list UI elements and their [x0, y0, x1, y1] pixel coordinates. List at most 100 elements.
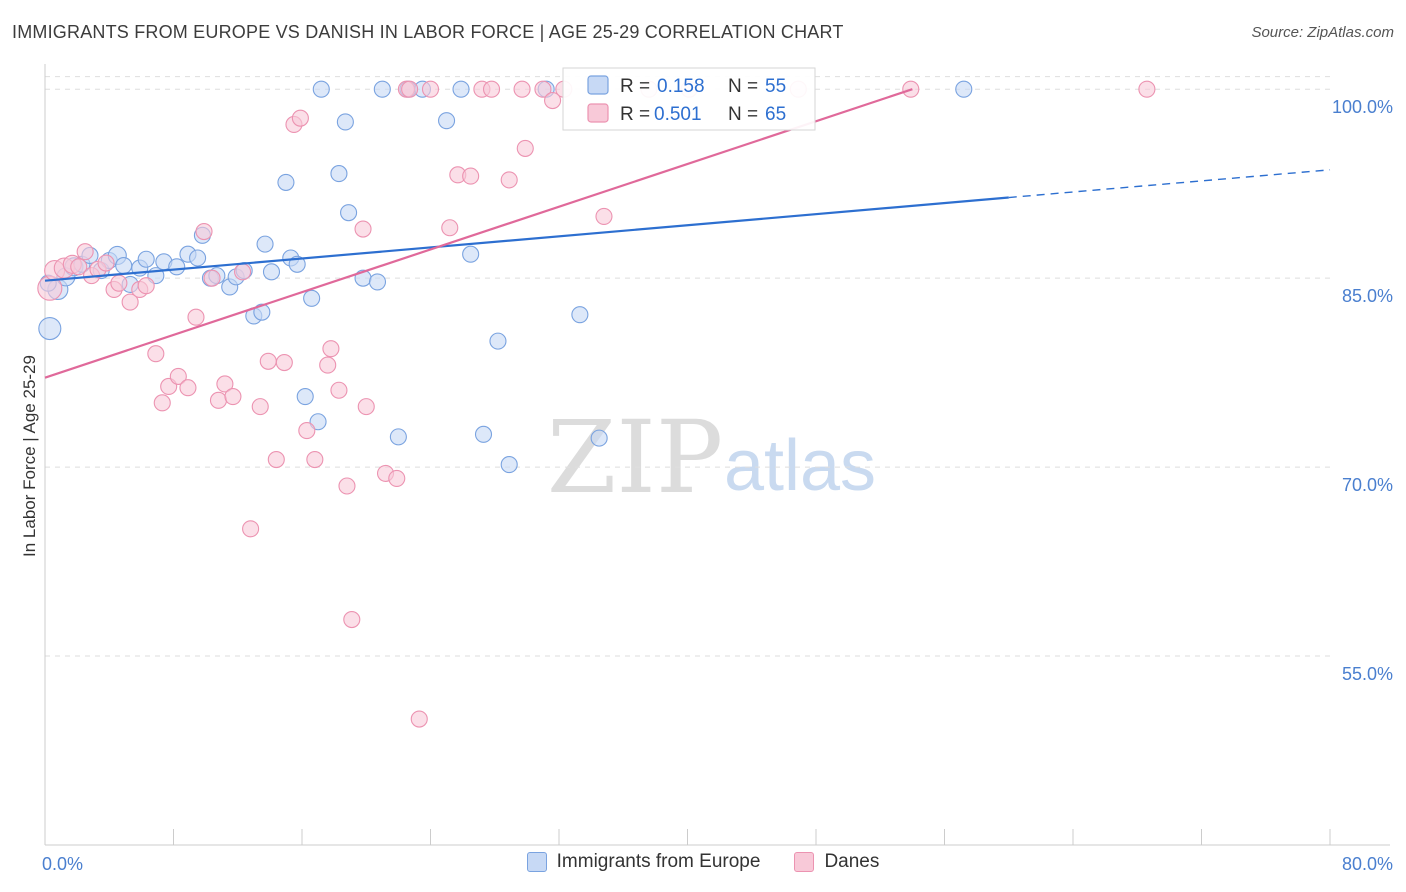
europe-point-52 [590, 429, 608, 447]
europe-point-47 [474, 425, 493, 443]
danes-point-54 [516, 139, 534, 157]
europe-point-49 [500, 456, 518, 474]
europe-point-44 [438, 112, 456, 130]
danes-point-41 [357, 398, 375, 416]
europe-point-37 [340, 204, 358, 222]
danes-trend-line [44, 88, 913, 379]
danes-point-43 [388, 469, 406, 487]
danes-point-25 [234, 263, 252, 281]
europe-point-53 [955, 80, 973, 98]
danes-point-14 [147, 345, 165, 363]
legend-swatch-danes [587, 103, 609, 123]
bottom-legend: Immigrants from Europe Danes [0, 851, 1406, 873]
x-tick-label-max: 80.0% [1342, 854, 1393, 874]
axes [44, 64, 1390, 846]
danes-point-8 [97, 254, 115, 272]
danes-point-52 [500, 171, 518, 189]
legend-swatch-bottom-europe [526, 852, 547, 872]
danes-point-64 [401, 80, 419, 98]
legend-swatch-europe [587, 75, 609, 95]
danes-point-47 [441, 219, 459, 237]
y-tick-label-85: 85.0% [1342, 286, 1393, 306]
europe-point-51 [571, 306, 589, 324]
danes-point-28 [259, 352, 277, 370]
y-tick-label-55: 55.0% [1342, 664, 1393, 684]
danes-point-38 [338, 477, 356, 495]
danes-point-19 [187, 308, 205, 326]
legend-n-value-danes: 65 [765, 104, 786, 125]
legend-r-label-europe: R = [620, 76, 650, 97]
danes-point-40 [354, 220, 372, 238]
danes-point-32 [291, 109, 309, 127]
danes-point-55 [534, 80, 552, 98]
chart-source: Source: ZipAtlas.com [1251, 24, 1394, 41]
danes-point-26 [242, 520, 260, 538]
legend-label-europe: Immigrants from Europe [556, 851, 761, 872]
danes-point-24 [224, 388, 242, 406]
danes-point-17 [169, 367, 187, 385]
legend-item-danes[interactable]: Danes [794, 851, 879, 873]
europe-point-25 [253, 303, 271, 321]
danes-point-13 [137, 277, 155, 295]
legend-item-europe[interactable]: Immigrants from Europe [526, 851, 761, 873]
europe-point-26 [256, 235, 274, 253]
legend-n-value-europe: 55 [765, 76, 786, 97]
europe-point-9 [115, 256, 133, 275]
danes-point-39 [343, 610, 361, 629]
europe-point-48 [489, 332, 507, 350]
legend-r-value-danes: 0.501 [654, 104, 702, 125]
legend-r-label-danes: R = [620, 104, 650, 125]
europe-point-15 [168, 258, 186, 276]
europe-point-27 [262, 263, 281, 281]
danes-point-49 [462, 167, 480, 185]
chart-title: IMMIGRANTS FROM EUROPE VS DANISH IN LABO… [12, 22, 844, 42]
legend-n-label-danes: N = [728, 104, 758, 125]
danes-point-23 [216, 375, 234, 393]
danes-point-4 [70, 258, 88, 276]
danes-point-21 [203, 269, 221, 287]
danes-point-11 [121, 293, 139, 311]
y-axis-label: In Labor Force | Age 25-29 [20, 355, 39, 557]
europe-point-36 [330, 165, 348, 183]
danes-point-33 [298, 422, 316, 440]
danes-point-51 [482, 80, 501, 98]
danes-point-20 [195, 222, 213, 241]
stats-legend: R = 0.158 N = 55 R = 0.501 N = 65 [562, 67, 816, 131]
danes-point-15 [153, 394, 171, 412]
danes-point-58 [595, 207, 613, 225]
europe-point-41 [389, 428, 407, 446]
europe-point-40 [373, 80, 391, 98]
legend-n-label-europe: N = [728, 76, 758, 97]
watermark: ZIP atlas [547, 399, 876, 516]
danes-point-29 [267, 450, 285, 469]
europe-point-39 [368, 273, 387, 291]
danes-point-63 [1138, 80, 1156, 98]
watermark-zip: ZIP [547, 399, 723, 516]
y-tick-label-100: 100.0% [1332, 97, 1393, 117]
europe-point-31 [303, 289, 321, 307]
danes-point-56 [544, 91, 562, 110]
y-tick-label-70: 70.0% [1342, 475, 1393, 495]
legend-r-value-europe: 0.158 [657, 76, 705, 97]
europe-trend-line [44, 196, 1009, 282]
legend-label-danes: Danes [824, 851, 880, 872]
danes-point-53 [513, 80, 531, 98]
europe-point-45 [452, 80, 470, 98]
legend-swatch-bottom-danes [794, 852, 815, 872]
danes-point-5 [76, 243, 94, 261]
danes-point-37 [330, 381, 348, 399]
data-points [37, 80, 1156, 728]
europe-point-30 [277, 173, 295, 191]
europe-point-0 [38, 316, 62, 341]
europe-point-17 [189, 249, 207, 267]
x-tick-label-min: 0.0% [42, 854, 83, 874]
europe-point-32 [309, 413, 327, 431]
danes-point-10 [110, 274, 128, 292]
danes-point-35 [319, 356, 337, 374]
europe-point-12 [137, 250, 155, 268]
danes-point-46 [421, 80, 440, 98]
danes-point-36 [322, 340, 340, 358]
trend-lines [44, 88, 1331, 379]
